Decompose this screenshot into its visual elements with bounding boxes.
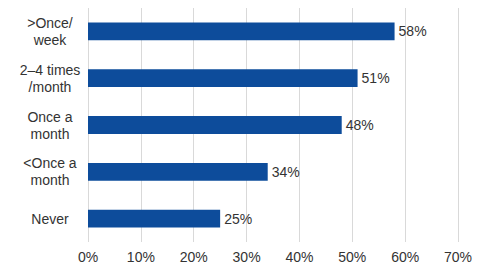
svg-text:70%: 70% bbox=[444, 249, 472, 265]
svg-text:month: month bbox=[31, 126, 70, 142]
svg-text:2–4 times: 2–4 times bbox=[20, 62, 81, 78]
svg-text:50%: 50% bbox=[338, 249, 366, 265]
svg-text:<Once a: <Once a bbox=[23, 155, 77, 171]
svg-text:month: month bbox=[31, 172, 70, 188]
svg-text:51%: 51% bbox=[362, 70, 390, 86]
svg-text:34%: 34% bbox=[272, 164, 300, 180]
svg-text:week: week bbox=[33, 32, 68, 48]
svg-text:0%: 0% bbox=[78, 249, 98, 265]
svg-text:60%: 60% bbox=[391, 249, 419, 265]
svg-text:>Once/: >Once/ bbox=[27, 15, 73, 31]
svg-text:10%: 10% bbox=[127, 249, 155, 265]
svg-text:20%: 20% bbox=[180, 249, 208, 265]
svg-text:Never: Never bbox=[31, 211, 69, 227]
svg-text:48%: 48% bbox=[346, 117, 374, 133]
svg-text:58%: 58% bbox=[399, 23, 427, 39]
svg-text:/month: /month bbox=[29, 79, 72, 95]
svg-text:40%: 40% bbox=[285, 249, 313, 265]
svg-text:30%: 30% bbox=[233, 249, 261, 265]
svg-text:Once a: Once a bbox=[27, 109, 72, 125]
svg-text:25%: 25% bbox=[224, 211, 252, 227]
